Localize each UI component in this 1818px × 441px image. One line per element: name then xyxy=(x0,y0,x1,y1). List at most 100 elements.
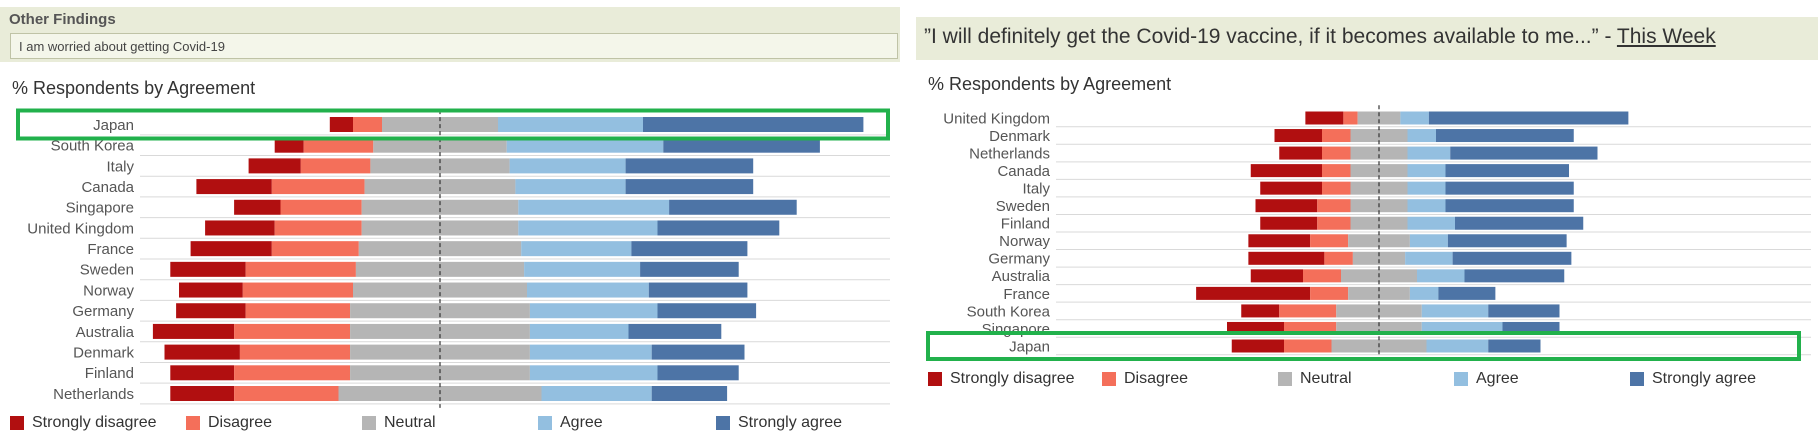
this-week-link[interactable]: This Week xyxy=(1616,25,1716,48)
bar-strongly-agree xyxy=(651,386,728,401)
legend-item-strongly-agree[interactable]: Strongly agree xyxy=(716,414,842,432)
legend-item-strongly-disagree[interactable]: Strongly disagree xyxy=(10,414,157,432)
category-label: Finland xyxy=(1001,216,1050,233)
left-chart: Japan South Korea Italy Canada Singapore Unit… xyxy=(16,108,890,408)
bar-strongly-disagree xyxy=(179,282,243,298)
bar-disagree xyxy=(1310,286,1349,300)
bar-agree xyxy=(1407,199,1446,213)
right-legend: Strongly disagree Disagree Neutral Agree Str… xyxy=(916,370,1818,394)
bar-neutral xyxy=(361,199,519,215)
legend-label: Disagree xyxy=(1124,370,1189,387)
bar-strongly-disagree xyxy=(1274,129,1322,143)
bar-disagree xyxy=(300,158,371,174)
bar-disagree xyxy=(1317,216,1351,230)
legend-item-agree[interactable]: Agree xyxy=(538,414,603,432)
findings-header-bar: Other Findings I am worried about gettin… xyxy=(0,7,900,62)
category-label: Japan xyxy=(93,117,134,134)
bar-disagree xyxy=(274,220,362,236)
bar-disagree xyxy=(239,344,351,360)
legend-swatch xyxy=(1278,372,1292,386)
bar-disagree xyxy=(1317,199,1351,213)
category-label: South Korea xyxy=(51,138,135,155)
category-label: Canada xyxy=(81,179,134,196)
left-panel: Other Findings I am worried about gettin… xyxy=(0,0,900,441)
findings-filter-value: I am worried about getting Covid-19 xyxy=(19,39,225,54)
legend-item-neutral[interactable]: Neutral xyxy=(362,414,436,432)
category-label: Sweden xyxy=(80,262,134,279)
category-label: Sweden xyxy=(996,198,1050,215)
quote-text: ”I will definitely get the Covid-19 vacc… xyxy=(924,25,1617,48)
category-label: Germany xyxy=(72,303,134,320)
bar-neutral xyxy=(361,220,519,236)
bar-agree xyxy=(529,344,652,360)
bar-disagree xyxy=(280,199,362,215)
category-label: United Kingdom xyxy=(943,110,1050,127)
bar-disagree xyxy=(271,241,359,257)
highlight-box xyxy=(926,331,1801,361)
bar-strongly-agree xyxy=(1464,269,1565,283)
bar-strongly-agree xyxy=(628,323,722,339)
legend-item-disagree[interactable]: Disagree xyxy=(1102,370,1188,388)
bar-strongly-agree xyxy=(1455,216,1584,230)
bar-strongly-disagree xyxy=(170,261,246,277)
legend-item-agree[interactable]: Agree xyxy=(1454,370,1519,388)
legend-item-strongly-agree[interactable]: Strongly agree xyxy=(1630,370,1756,388)
legend-label: Neutral xyxy=(384,414,436,431)
bar-strongly-agree xyxy=(1488,339,1541,353)
bar-neutral xyxy=(350,303,530,319)
bar-strongly-disagree xyxy=(170,386,235,401)
bar-agree xyxy=(506,137,664,153)
bar-strongly-disagree xyxy=(234,199,281,215)
bar-strongly-disagree xyxy=(1241,304,1280,318)
bar-disagree xyxy=(1279,304,1337,318)
bar-strongly-disagree xyxy=(205,220,275,236)
findings-filter-dropdown[interactable]: I am worried about getting Covid-19 xyxy=(10,33,898,59)
bar-agree xyxy=(1421,304,1489,318)
bar-neutral xyxy=(1357,111,1401,125)
category-label: Italy xyxy=(106,158,134,175)
category-label: Singapore xyxy=(982,321,1050,338)
bar-agree xyxy=(498,117,643,132)
bar-disagree xyxy=(1343,111,1358,125)
legend-item-neutral[interactable]: Neutral xyxy=(1278,370,1352,388)
category-label: Canada xyxy=(997,163,1050,180)
bar-strongly-agree xyxy=(669,199,797,215)
bar-disagree xyxy=(1324,251,1353,265)
bar-disagree xyxy=(245,261,356,277)
bar-strongly-agree xyxy=(625,158,754,174)
legend-swatch xyxy=(538,416,552,430)
category-label: United Kingdom xyxy=(27,220,134,237)
bar-agree xyxy=(518,220,658,236)
bar-strongly-agree xyxy=(1445,199,1574,213)
bar-neutral xyxy=(355,261,525,277)
bar-strongly-disagree xyxy=(170,365,235,381)
bar-agree xyxy=(1409,286,1439,300)
bar-agree xyxy=(524,261,641,277)
right-chart-title: % Respondents by Agreement xyxy=(928,74,1172,94)
legend-label: Neutral xyxy=(1300,370,1352,387)
bar-neutral xyxy=(1350,146,1408,160)
legend-swatch xyxy=(1454,372,1468,386)
category-label: Norway xyxy=(83,282,134,299)
bar-disagree xyxy=(1322,181,1351,195)
legend-item-strongly-disagree[interactable]: Strongly disagree xyxy=(928,370,1075,388)
bar-strongly-agree xyxy=(1438,286,1496,300)
bar-agree xyxy=(1407,146,1451,160)
bar-strongly-agree xyxy=(1436,129,1574,143)
bar-neutral xyxy=(364,179,516,195)
legend-item-disagree[interactable]: Disagree xyxy=(186,414,272,432)
legend-label: Agree xyxy=(560,414,603,431)
left-chart-title: % Respondents by Agreement xyxy=(12,78,256,98)
legend-swatch xyxy=(1630,372,1644,386)
bar-strongly-agree xyxy=(1452,251,1572,265)
bar-agree xyxy=(518,199,670,215)
bar-strongly-agree xyxy=(657,365,739,381)
category-label: Australia xyxy=(992,268,1051,285)
bar-strongly-disagree xyxy=(1279,146,1322,160)
bar-disagree xyxy=(245,303,351,319)
bar-disagree xyxy=(1303,269,1341,283)
bar-agree xyxy=(1407,129,1436,143)
bar-neutral xyxy=(353,282,527,298)
quote-header: ”I will definitely get the Covid-19 vacc… xyxy=(924,25,1716,49)
bar-agree xyxy=(527,282,649,298)
